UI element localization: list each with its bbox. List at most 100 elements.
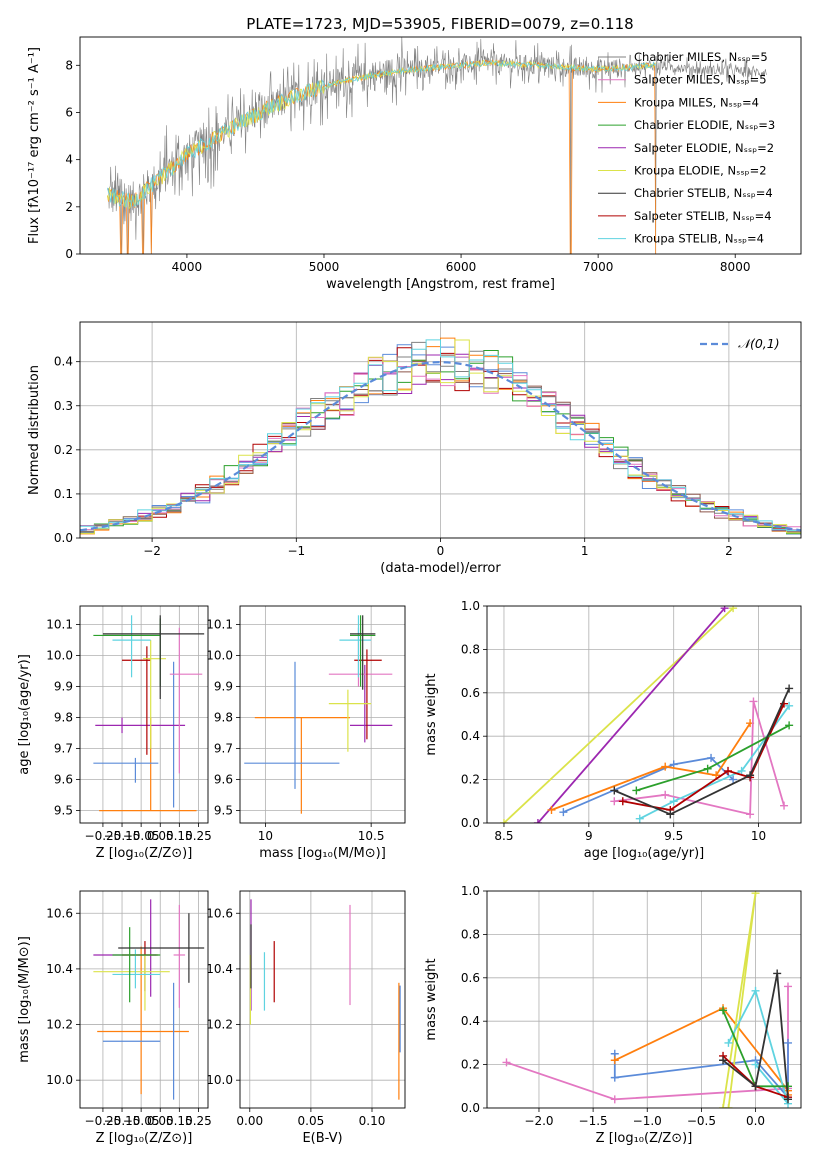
x-axis-label: Z [log₁₀(Z/Z⊙)] — [596, 1131, 693, 1146]
y-tick-label: 9.6 — [54, 773, 73, 787]
plot-area — [80, 891, 208, 1108]
x-tick-label: 0.05 — [147, 1114, 174, 1128]
plus-marker — [610, 1095, 619, 1104]
plus-marker — [669, 797, 678, 806]
y-tick-label: 10.0 — [206, 1073, 233, 1087]
x-tick-label: 0.25 — [185, 1114, 212, 1128]
plus-marker — [719, 1104, 728, 1108]
x-tick-label: 8000 — [720, 260, 751, 274]
mass-weight-series-line — [727, 988, 789, 1105]
plus-marker — [729, 775, 738, 784]
y-tick-label: 0.0 — [54, 531, 73, 545]
x-tick-label: 0.10 — [359, 1114, 386, 1128]
y-tick-label: 0.0 — [461, 1101, 480, 1115]
plot-area — [487, 606, 801, 823]
plus-marker — [610, 1056, 619, 1065]
x-tick-label: 4000 — [172, 260, 203, 274]
plot-area — [240, 606, 405, 823]
y-tick-label: 9.7 — [54, 742, 73, 756]
plus-marker — [661, 790, 670, 799]
plot-area — [80, 606, 208, 823]
legend-entry: Chabrier MILES, Nₛₛₚ=5 — [634, 50, 768, 64]
mass-weight-series-line — [563, 756, 734, 813]
x-tick-label: 0.0 — [746, 1114, 765, 1128]
normal-curve-line — [80, 360, 801, 532]
plus-marker — [533, 819, 542, 823]
axes-frame — [239, 605, 406, 824]
x-tick-label: 0.05 — [298, 1114, 325, 1128]
x-axis-label: wavelength [Angstrom, rest frame] — [326, 277, 555, 292]
x-tick-label: 0.25 — [185, 829, 212, 843]
plus-marker — [547, 805, 556, 814]
axes-frame — [486, 605, 802, 824]
x-tick-label: 6000 — [446, 260, 477, 274]
plus-marker — [707, 753, 716, 762]
plot-age-vs-z: −0.25−0.15−0.050.050.150.25 9.5 9.6 9.7 9.8 9… — [17, 605, 212, 861]
y-tick-label: 10.0 — [46, 1073, 73, 1087]
y-tick-label: 9.5 — [54, 804, 73, 818]
plus-marker — [724, 766, 733, 775]
plus-marker — [780, 801, 789, 810]
y-tick-label: 1.0 — [461, 599, 480, 613]
plus-marker — [751, 1060, 760, 1069]
plus-marker — [785, 721, 794, 730]
mass-weight-series-line — [503, 607, 734, 823]
x-tick-label: 1 — [581, 544, 589, 558]
plus-marker — [661, 762, 670, 771]
y-axis-label: Normed distribution — [27, 365, 42, 495]
x-tick-label: −1.5 — [579, 1114, 608, 1128]
mass-weight-series-line — [506, 986, 789, 1101]
plot-age-vs-mass: 10 10.5 9.5 9.6 9.7 9.8 9.9 10.0 10.1 mass [log₁₀… — [206, 605, 406, 861]
plot-mass-vs-ebv: 0.00 0.05 0.10 10.0 10.2 10.4 10.6 E(B-V) — [206, 890, 406, 1146]
legend-entry: Chabrier ELODIE, Nₛₛₚ=3 — [634, 118, 775, 132]
plot-area — [240, 891, 405, 1108]
y-tick-label: 10.6 — [46, 906, 73, 920]
x-tick-label: 0.05 — [147, 829, 174, 843]
legend-entry: Salpeter MILES, Nₛₛₚ=5 — [634, 73, 767, 87]
x-tick-label: 9 — [585, 829, 593, 843]
plot-mass-weight-vs-z: −2.0 −1.5 −1.0 −0.5 0.0 0.0 0.2 0.4 0.6 0.8 1.0 Z [… — [424, 884, 802, 1146]
y-tick-label: 0.2 — [461, 1058, 480, 1072]
y-tick-label: 10.1 — [46, 618, 73, 632]
x-tick-label: −0.5 — [687, 1114, 716, 1128]
y-tick-label: 0.0 — [461, 816, 480, 830]
axes-frame — [79, 321, 802, 539]
axes-frame — [79, 605, 209, 824]
y-tick-label: 0.2 — [54, 443, 73, 457]
x-tick-label: −0.15 — [104, 829, 141, 843]
y-tick-label: 10.6 — [206, 906, 233, 920]
y-tick-label: 8 — [65, 58, 73, 72]
mass-weight-series-line — [537, 607, 726, 823]
plus-marker — [610, 786, 619, 795]
x-tick-label: 9.5 — [664, 829, 683, 843]
x-tick-label: 2 — [725, 544, 733, 558]
x-tick-label: 5000 — [309, 260, 340, 274]
mass-weight-series-line — [613, 688, 790, 816]
y-axis-label: mass weight — [424, 673, 439, 755]
plot-area — [107, 37, 767, 254]
plus-marker — [703, 764, 712, 773]
y-tick-label: 10.1 — [206, 618, 233, 632]
mass-weight-series-line — [722, 973, 789, 1100]
x-tick-label: −1 — [287, 544, 305, 558]
plus-marker — [720, 606, 729, 613]
plus-marker — [669, 760, 678, 769]
x-tick-label: 0.00 — [236, 1114, 263, 1128]
plot-area — [487, 891, 801, 1108]
plus-marker — [785, 684, 794, 693]
y-tick-label: 2 — [65, 200, 73, 214]
y-tick-label: 0.2 — [461, 773, 480, 787]
x-tick-label: 10 — [751, 829, 766, 843]
plot-area — [80, 322, 801, 538]
y-tick-label: 0.4 — [54, 355, 73, 369]
y-tick-label: 10.4 — [206, 962, 233, 976]
x-axis-label: E(B-V) — [302, 1131, 342, 1146]
plus-marker — [618, 797, 627, 806]
y-tick-label: 0.4 — [461, 729, 480, 743]
x-tick-label: 10 — [258, 829, 273, 843]
plus-marker — [784, 1095, 793, 1104]
x-tick-label: −0.05 — [123, 829, 160, 843]
x-axis-label: mass [log₁₀(M/M⊙)] — [259, 846, 386, 861]
mass-weight-series-line — [551, 722, 751, 811]
